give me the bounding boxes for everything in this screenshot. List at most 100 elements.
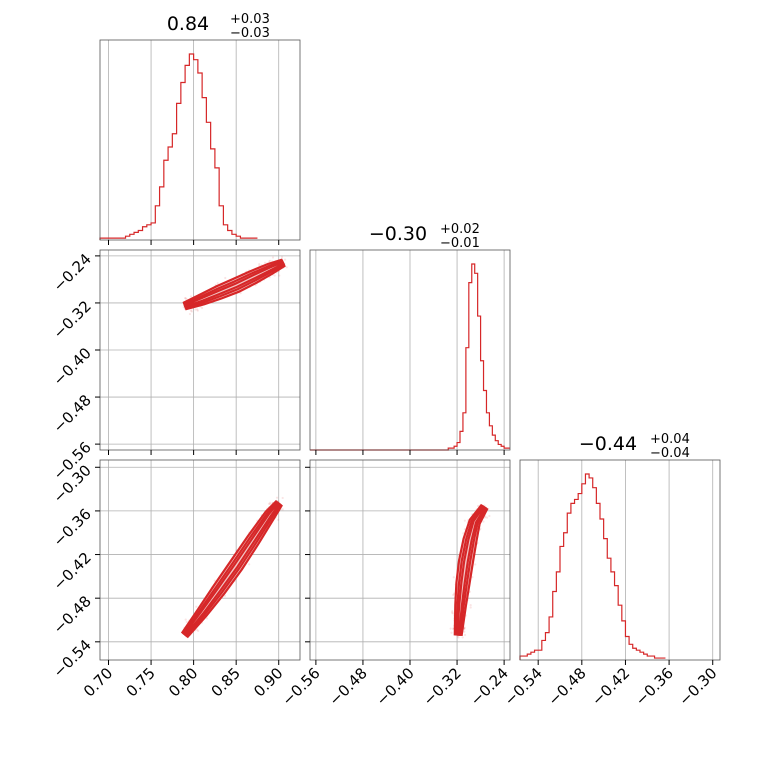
sample-point (273, 274, 276, 277)
sample-point (196, 308, 199, 311)
contour-inner (456, 505, 487, 636)
contour-outer (180, 500, 283, 639)
x-tick-label: 0.80 (165, 664, 201, 700)
title-plus-1: +0.02 (440, 222, 480, 237)
y-tick-label: −0.40 (50, 344, 95, 389)
sample-point (281, 508, 284, 511)
sample-point (189, 309, 193, 312)
x-tick-label: −0.24 (467, 664, 512, 709)
y-tick-label: −0.48 (50, 592, 95, 637)
sample-point (463, 630, 466, 633)
title-minus-1: −0.01 (440, 236, 480, 251)
title-value-2: −0.44 (579, 433, 637, 455)
contour-inner (183, 260, 285, 309)
sample-point (280, 255, 284, 259)
panel-frame (519, 459, 721, 661)
sample-point (224, 276, 227, 280)
sample-point (184, 297, 187, 300)
contour-outer (182, 258, 286, 311)
sample-point (258, 263, 261, 266)
title-plus-2: +0.04 (650, 432, 690, 447)
sample-point (453, 592, 456, 595)
sample-point (471, 576, 474, 579)
contour-mid (181, 500, 282, 638)
sample-point (451, 627, 455, 630)
sample-point (223, 594, 227, 597)
sample-point (195, 628, 199, 631)
sample-point (469, 604, 472, 607)
sample-point (267, 502, 271, 505)
sample-point (197, 629, 200, 633)
sample-point (485, 516, 489, 519)
sample-point (452, 593, 455, 597)
sample-point (188, 312, 192, 316)
sample-point (239, 292, 242, 295)
sample-point (190, 310, 193, 313)
sample-point (450, 631, 453, 634)
y-tick-label: −0.54 (50, 636, 95, 681)
sample-point (469, 606, 472, 609)
sample-point (194, 308, 197, 311)
sample-point (450, 611, 454, 614)
histogram-2 (519, 473, 666, 660)
x-tick-label: −0.42 (588, 664, 633, 709)
sample-point (268, 260, 271, 263)
sample-point (461, 636, 464, 639)
pair-panel-0-1: −0.56−0.48−0.40−0.32−0.24 (50, 249, 301, 483)
sample-point (277, 518, 280, 521)
sample-point (268, 259, 272, 262)
x-tick-label: −0.48 (326, 664, 371, 709)
pair-panel-1-2: −0.56 −0.48 −0.40 −0.32 −0.24 (278, 459, 512, 709)
hist-panel-0: 0.84 +0.03−0.03 (99, 12, 301, 245)
sample-point (283, 258, 287, 261)
x-tick-label: −0.56 (278, 664, 323, 709)
sample-point (269, 501, 272, 504)
sample-point (452, 612, 455, 615)
y-tick-label: −0.32 (50, 297, 95, 342)
panel-frame (99, 459, 301, 661)
y-tick-label: −0.24 (50, 250, 95, 295)
contour-mid (183, 259, 286, 310)
y-tick-label: −0.42 (50, 549, 95, 594)
sample-point (196, 309, 199, 312)
x-tick-label: −0.48 (544, 664, 589, 709)
pair-panel-0-2: 0.70 0.75 0.80 0.85 0.90−0.54−0.48−0.42−0.36… (50, 459, 301, 700)
sample-point (271, 256, 275, 259)
sample-point (184, 618, 187, 621)
sample-point (456, 635, 459, 638)
contour-outer (453, 503, 489, 636)
histogram-0 (99, 53, 258, 240)
sample-point (452, 576, 455, 579)
sample-point (184, 296, 187, 300)
sample-point (189, 295, 193, 298)
contour-mid (455, 504, 488, 636)
sample-point (248, 563, 251, 566)
title-minus-0: −0.03 (230, 26, 270, 41)
sample-point (474, 563, 477, 566)
panel-frame (99, 39, 301, 241)
sample-point (488, 514, 491, 518)
hist-panel-1: −0.30 +0.02−0.01 (309, 222, 511, 455)
sample-point (205, 617, 209, 620)
sample-point (263, 261, 267, 264)
sample-point (462, 532, 465, 535)
sample-point (216, 282, 219, 285)
sample-point (463, 626, 466, 629)
contour-inner (182, 501, 281, 637)
x-tick-label: −0.36 (632, 664, 677, 709)
x-tick-label: −0.40 (373, 664, 418, 709)
y-tick-label: −0.48 (50, 391, 95, 436)
title-value-0: 0.84 (167, 13, 209, 35)
x-tick-label: −0.32 (420, 664, 465, 709)
title-plus-0: +0.03 (230, 12, 270, 27)
sample-point (275, 496, 279, 499)
sample-point (476, 504, 480, 508)
sample-point (463, 633, 467, 637)
x-tick-label: −0.54 (501, 664, 546, 709)
sample-point (457, 636, 460, 639)
title-minus-2: −0.04 (650, 446, 690, 461)
x-tick-label: 0.70 (80, 664, 116, 700)
sample-point (463, 519, 466, 522)
x-tick-label: 0.75 (123, 664, 159, 700)
title-value-1: −0.30 (369, 223, 427, 245)
